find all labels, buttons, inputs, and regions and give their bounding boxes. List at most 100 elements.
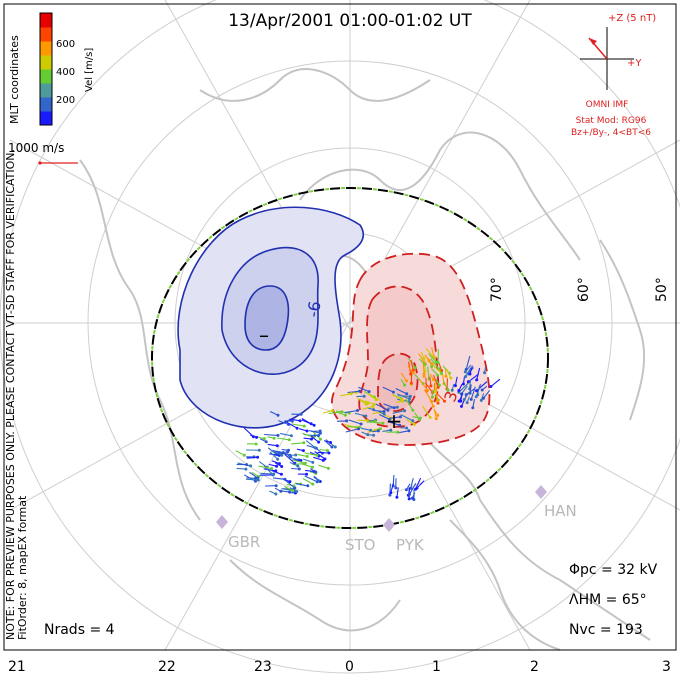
velocity-vector-origin	[429, 384, 433, 388]
velocity-vector-origin	[272, 436, 276, 440]
velocity-vector-origin	[255, 435, 259, 439]
velocity-vector	[345, 428, 359, 433]
velocity-vector-origin	[264, 440, 268, 444]
velocity-vector	[317, 451, 329, 454]
potential-min-marker: –	[259, 323, 269, 347]
velocity-vector-origin	[276, 457, 280, 461]
imf-source: OMNI IMF	[586, 100, 629, 110]
velocity-vector-origin	[343, 413, 347, 417]
velocity-vector-origin	[291, 489, 295, 493]
velocity-vector-origin	[489, 385, 493, 388]
colorbar-tick-400: 400	[56, 67, 75, 78]
velocity-vector	[390, 483, 394, 493]
velocity-vector	[289, 418, 301, 422]
velocity-vector-origin	[287, 438, 291, 442]
velocity-vector	[470, 386, 476, 400]
velocity-vector-origin	[476, 393, 480, 397]
velocity-vector-origin	[395, 405, 399, 409]
velocity-vector-origin	[298, 419, 302, 423]
velocity-vector	[340, 393, 352, 397]
velocity-vector-origin	[249, 464, 253, 468]
station-label-sto: STO	[345, 536, 376, 554]
velocity-vector-origin	[274, 484, 278, 488]
velocity-vector-origin	[434, 417, 438, 421]
velocity-vector-origin	[297, 467, 301, 471]
velocity-vector-origin	[302, 424, 306, 428]
velocity-vector-origin	[330, 409, 334, 413]
velocity-vector-origin	[329, 441, 332, 444]
colorbar-swatch	[40, 41, 52, 56]
velocity-vector-origin	[305, 454, 309, 458]
velocity-vector-origin	[382, 412, 386, 416]
velocity-vector-origin	[386, 408, 390, 412]
colorbar-swatch	[40, 27, 52, 42]
velocity-vector-origin	[453, 384, 457, 388]
velocity-vector-origin	[449, 376, 453, 380]
velocity-vector-origin	[462, 398, 466, 401]
velocity-vector	[430, 358, 440, 370]
velocity-vector-origin	[404, 488, 408, 492]
hm-boundary	[151, 187, 549, 529]
velocity-vector	[249, 471, 259, 479]
velocity-vector-origin	[460, 404, 463, 408]
velocity-vector-origin	[475, 389, 479, 393]
velocity-vector	[429, 376, 432, 386]
mlt-label-0: 0	[345, 659, 354, 674]
velocity-vector	[364, 400, 375, 405]
velocity-vector-origin	[309, 422, 313, 426]
velocity-vector	[284, 453, 296, 464]
station-marker-sto	[383, 518, 395, 532]
velocity-vector	[434, 381, 437, 392]
velocity-vector-origin	[465, 401, 469, 405]
velocity-vector-origin	[389, 428, 393, 432]
velocity-vector-origin	[436, 401, 440, 405]
velocity-vector-origin	[483, 371, 487, 375]
velocity-vector	[406, 419, 415, 425]
velocity-vector-origin	[367, 390, 371, 394]
velocity-vector	[477, 385, 481, 395]
velocity-vector	[416, 480, 425, 489]
velocity-vector-origin	[446, 388, 450, 392]
velocity-vector	[243, 427, 254, 438]
velocity-vector	[269, 451, 279, 460]
imf-model-line2: Bz+/By-, 4<BT<6	[571, 128, 651, 138]
scale-vector-label: 1000 m/s	[8, 141, 64, 155]
velocity-vector-origin	[319, 437, 322, 441]
velocity-vector-origin	[410, 496, 414, 500]
velocity-vector	[410, 478, 414, 489]
velocity-vector	[278, 490, 290, 493]
velocity-vector-origin	[471, 406, 475, 410]
velocity-vector-origin	[422, 372, 426, 376]
velocity-vector	[396, 487, 399, 498]
velocity-vector-origin	[463, 370, 467, 374]
velocity-vector-origin	[274, 492, 278, 496]
velocity-vector-origin	[480, 388, 484, 392]
velocity-vector	[458, 382, 470, 393]
velocity-vector-origin	[468, 372, 472, 376]
velocity-vector-origin	[356, 409, 359, 412]
velocity-vector-origin	[276, 413, 280, 417]
colorbar-label: Vel [m/s]	[84, 48, 95, 92]
velocity-vector-origin	[443, 399, 446, 403]
velocity-vector-origin	[254, 442, 258, 446]
velocity-vector-origin	[306, 484, 310, 488]
imf-y-label: +Y	[627, 58, 642, 69]
velocity-vector	[419, 379, 428, 391]
station-label-gbr: GBR	[228, 533, 260, 551]
velocity-vector	[390, 416, 401, 419]
velocity-vector	[245, 478, 259, 481]
velocity-vector	[418, 353, 426, 365]
velocity-vector-origin	[423, 363, 427, 367]
velocity-vector-origin	[372, 408, 375, 412]
velocity-vector	[427, 366, 430, 379]
velocity-vector-origin	[293, 486, 297, 490]
velocity-vector-origin	[436, 385, 440, 389]
velocity-vector-origin	[290, 419, 294, 423]
imf-model-line1: Stat Mod: RG96	[576, 116, 647, 126]
velocity-vector	[269, 453, 280, 456]
velocity-vector-origin	[437, 383, 441, 387]
velocity-vector-origin	[469, 397, 473, 401]
velocity-vector	[409, 482, 417, 495]
velocity-vector-origin	[422, 356, 426, 360]
